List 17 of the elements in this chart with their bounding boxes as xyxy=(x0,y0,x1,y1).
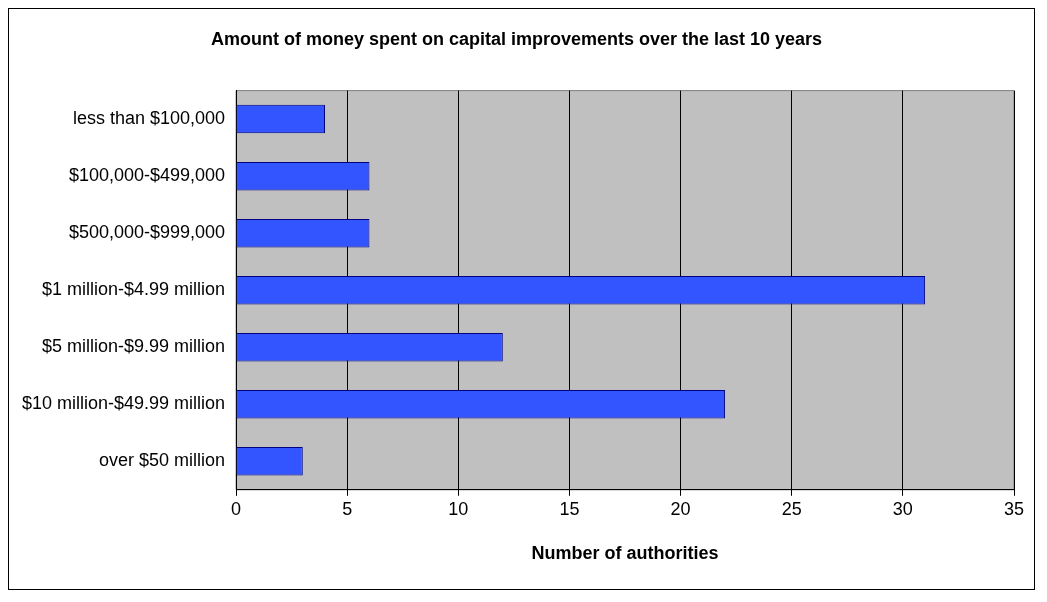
x-tick-label: 25 xyxy=(781,498,802,519)
x-tick-label: 0 xyxy=(231,498,242,519)
x-tick-label: 15 xyxy=(559,498,580,519)
y-tick-label: $100,000-$499,000 xyxy=(68,165,226,186)
x-axis-title: Number of authorities xyxy=(531,543,719,564)
chart-title: Amount of money spent on capital improvements over the last 10 years xyxy=(210,28,823,49)
y-tick-label: $500,000-$999,000 xyxy=(68,222,226,243)
x-tick-label: 5 xyxy=(342,498,353,519)
x-tick-label: 10 xyxy=(448,498,469,519)
y-tick-label: less than $100,000 xyxy=(72,108,226,129)
y-tick-label: $1 million-$4.99 million xyxy=(42,279,226,300)
x-tick-label: 20 xyxy=(670,498,691,519)
x-tick-label: 35 xyxy=(1003,498,1025,519)
y-tick-label: over $50 million xyxy=(99,450,226,471)
y-tick-label: $5 million-$9.99 million xyxy=(42,336,226,357)
y-tick-label: $10 million-$49.99 million xyxy=(22,393,226,414)
x-tick-label: 30 xyxy=(892,498,913,519)
